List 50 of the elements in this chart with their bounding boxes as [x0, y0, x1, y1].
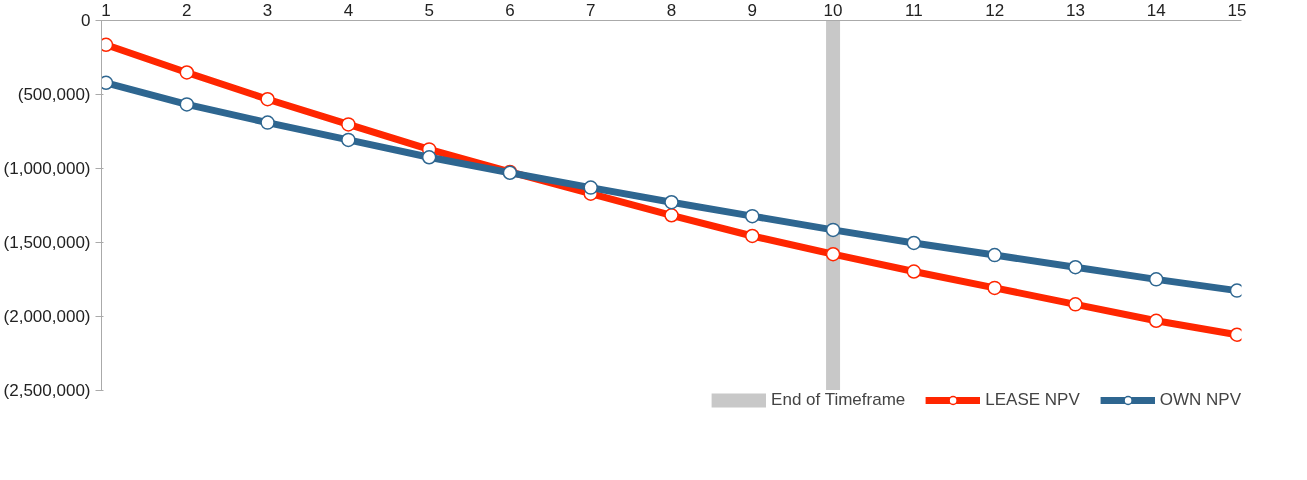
point	[664, 208, 679, 223]
point	[583, 180, 598, 195]
point	[1229, 327, 1242, 342]
x-tick-label: 10	[823, 0, 843, 20]
x-tick-label: 9	[747, 0, 758, 20]
point	[664, 195, 679, 210]
ref-line-label: End of Timeframe	[771, 390, 906, 410]
point	[179, 97, 195, 112]
legend-label: LEASE NPV	[985, 390, 1080, 410]
y-tick-label: (500,000)	[17, 85, 91, 104]
legend-label: OWN NPV	[1159, 390, 1241, 410]
point	[906, 264, 922, 279]
point	[260, 115, 275, 130]
point	[1148, 313, 1164, 329]
point	[101, 75, 114, 91]
point	[906, 235, 922, 251]
point	[1068, 259, 1083, 275]
point	[825, 222, 841, 238]
x-tick-label: 6	[505, 0, 515, 20]
point	[260, 92, 275, 107]
x-tick-label: 12	[985, 0, 1005, 20]
x-tick-label: 3	[262, 0, 273, 20]
point	[1148, 272, 1164, 287]
point	[341, 117, 356, 132]
y-tick-label: (2,500,000)	[3, 381, 91, 400]
point	[101, 37, 114, 53]
point	[987, 247, 1002, 263]
x-tick-label: 7	[585, 0, 596, 20]
x-tick-label: 13	[1065, 0, 1085, 20]
y-tick-label: (2,000,000)	[3, 307, 91, 326]
x-tick-label: 8	[666, 0, 677, 20]
point	[1229, 283, 1242, 298]
x-tick-label: 5	[424, 0, 434, 20]
x-tick-label: 14	[1146, 0, 1166, 20]
point	[1068, 297, 1083, 312]
x-tick-label: 4	[343, 0, 354, 20]
x-tick-label: 11	[905, 0, 923, 20]
y-tick-label: (1,500,000)	[3, 233, 91, 252]
point	[745, 228, 760, 244]
point	[745, 208, 760, 224]
point	[987, 280, 1002, 296]
point	[341, 132, 356, 148]
y-tick-label: (1,000,000)	[3, 159, 91, 178]
point	[179, 65, 195, 80]
y-tick-label: 0	[81, 11, 91, 30]
x-tick-label: 15	[1227, 0, 1247, 20]
point	[421, 150, 437, 165]
point	[825, 246, 841, 262]
x-tick-label: 1	[101, 0, 111, 20]
x-tick-label: 2	[182, 0, 192, 20]
